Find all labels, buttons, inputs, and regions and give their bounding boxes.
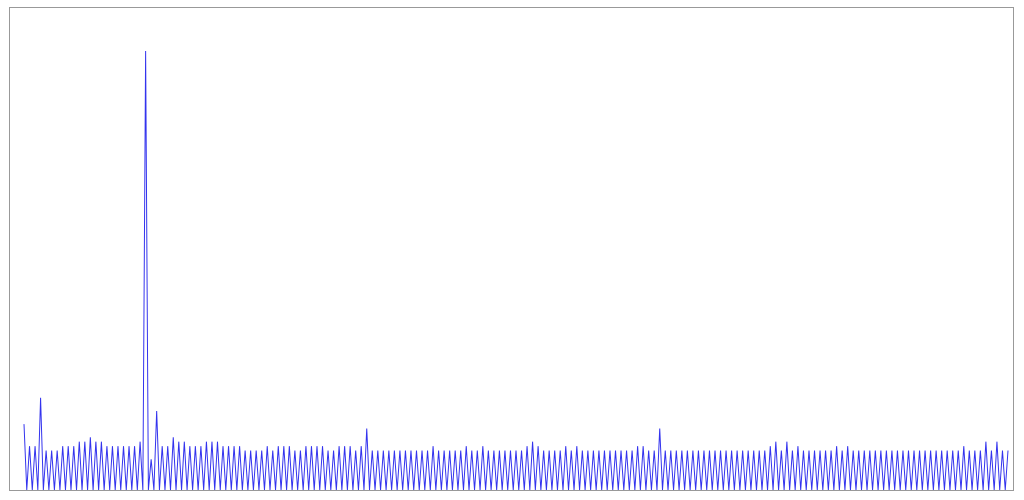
series-line: [23, 50, 1009, 491]
series-layer: [23, 50, 1009, 491]
plot-frame: [9, 7, 1014, 491]
